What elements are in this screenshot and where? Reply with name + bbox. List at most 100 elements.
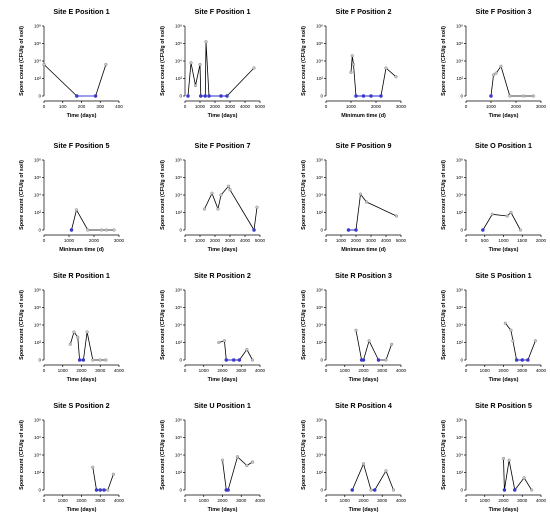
x-tick-label: 4000 (114, 368, 125, 373)
y-tick-label: 10² (456, 340, 463, 345)
x-tick-label: 4000 (396, 368, 407, 373)
y-tick-label: 10² (316, 76, 323, 81)
x-tick-label: 1000 (346, 104, 357, 109)
y-axis-label: Spore count (CFU/g of soil) (441, 420, 447, 490)
series-line (69, 331, 106, 361)
data-point (503, 321, 507, 325)
y-tick-label: 10² (175, 470, 182, 475)
series-line (348, 193, 397, 231)
panel-title: Site F Position 2 (336, 7, 392, 16)
y-axis-label: Spore count (CFU/g of soil) (441, 26, 447, 96)
data-point-below-detection (361, 94, 366, 98)
data-point (245, 463, 249, 468)
x-axis-label: Time (days) (489, 377, 519, 383)
y-tick-label: 10⁴ (316, 193, 323, 198)
data-point (530, 488, 534, 492)
panel-title: Site R Position 5 (475, 401, 532, 410)
y-tick-label: 10⁶ (34, 305, 41, 310)
x-tick-label: 0 (43, 368, 46, 373)
data-point-below-detection (252, 228, 256, 232)
y-tick-label: 0 (179, 94, 182, 99)
panel-5: Site F Position 5 0 10² 10⁴ 10⁶ 10⁸ 0 1000 2000 3… (19, 141, 125, 253)
series-line (482, 211, 521, 231)
data-point (235, 455, 240, 459)
y-axis-label: Spore count (CFU/g of soil) (160, 26, 166, 96)
x-tick-label: 4000 (381, 238, 392, 243)
x-tick-label: 3000 (95, 368, 106, 373)
x-tick-label: 3000 (236, 498, 247, 503)
y-tick-label: 10⁴ (456, 59, 463, 64)
x-tick-label: 5000 (255, 104, 266, 109)
x-tick-label: 2000 (210, 104, 221, 109)
x-tick-label: 2000 (210, 238, 221, 243)
y-tick-label: 10⁶ (34, 41, 41, 46)
data-point (505, 214, 509, 218)
data-point (104, 358, 108, 362)
x-tick-label: 3000 (95, 498, 106, 503)
y-tick-label: 0 (179, 488, 182, 493)
x-tick-label: 4000 (240, 104, 251, 109)
series-line (503, 458, 532, 491)
y-axis-label: Spore count (CFU/g of soil) (19, 290, 25, 360)
y-tick-label: 0 (460, 488, 463, 493)
data-point-below-detection (198, 94, 203, 98)
data-point (74, 208, 79, 212)
y-tick-label: 10⁸ (34, 24, 41, 29)
y-tick-label: 0 (320, 228, 323, 233)
y-axis-label: Spore count (CFU/g of soil) (160, 420, 166, 490)
y-tick-label: 10⁶ (175, 435, 182, 440)
x-tick-label: 1000 (195, 238, 206, 243)
y-tick-label: 10⁸ (316, 418, 323, 423)
y-axis-label: Spore count (CFU/g of soil) (301, 420, 307, 490)
x-tick-label: 3000 (366, 238, 377, 243)
data-point-below-detection (489, 94, 493, 98)
x-axis-label: Minimum time (d) (341, 113, 386, 119)
panel-title: Site R Position 4 (335, 401, 392, 410)
data-point (220, 458, 225, 462)
y-tick-label: 10⁸ (456, 418, 463, 423)
x-axis-label: Time (days) (67, 377, 97, 383)
data-point (112, 228, 116, 232)
data-point (111, 472, 115, 476)
data-point-below-detection (372, 488, 377, 492)
y-tick-label: 10⁶ (175, 175, 182, 180)
data-point (367, 339, 371, 343)
data-point (104, 228, 109, 232)
data-point (394, 75, 398, 79)
y-tick-label: 10⁴ (175, 323, 182, 328)
y-tick-label: 10⁴ (316, 59, 323, 64)
y-tick-label: 10² (175, 210, 182, 215)
y-tick-label: 10⁶ (175, 41, 182, 46)
data-point-below-detection (203, 94, 207, 98)
y-tick-label: 0 (320, 94, 323, 99)
data-point-below-detection (219, 94, 223, 98)
y-tick-label: 10⁴ (316, 323, 323, 328)
x-axis-label: Time (days) (489, 507, 519, 513)
y-tick-label: 10⁸ (316, 158, 323, 163)
data-point (204, 40, 208, 44)
y-tick-label: 10⁴ (456, 193, 463, 198)
panel-title: Site R Position 3 (335, 271, 392, 280)
data-point (189, 61, 193, 65)
y-tick-label: 10⁴ (456, 453, 463, 458)
x-tick-label: 0 (184, 498, 187, 503)
data-point (354, 328, 358, 332)
y-tick-label: 10² (316, 210, 323, 215)
y-tick-label: 0 (179, 358, 182, 363)
y-axis-label: Spore count (CFU/g of soil) (301, 26, 307, 96)
data-point-below-detection (69, 228, 74, 232)
data-point (250, 460, 255, 464)
x-tick-label: 200 (78, 104, 86, 109)
data-point-below-detection (526, 358, 530, 362)
x-axis-label: Minimum time (d) (59, 247, 104, 253)
x-tick-label: 0 (465, 498, 468, 503)
y-tick-label: 10⁶ (316, 41, 323, 46)
panel-15: Site R Position 4 0 10² 10⁴ 10⁶ 10⁸ 0 1000 2000 3… (301, 401, 407, 513)
y-axis-label: Spore count (CFU/g of soil) (19, 26, 25, 96)
data-point (518, 228, 522, 232)
data-point-below-detection (75, 94, 79, 98)
y-tick-label: 0 (460, 94, 463, 99)
data-point-below-detection (361, 358, 366, 362)
y-axis-label: Spore count (CFU/g of soil) (301, 290, 307, 360)
data-point (252, 66, 256, 70)
